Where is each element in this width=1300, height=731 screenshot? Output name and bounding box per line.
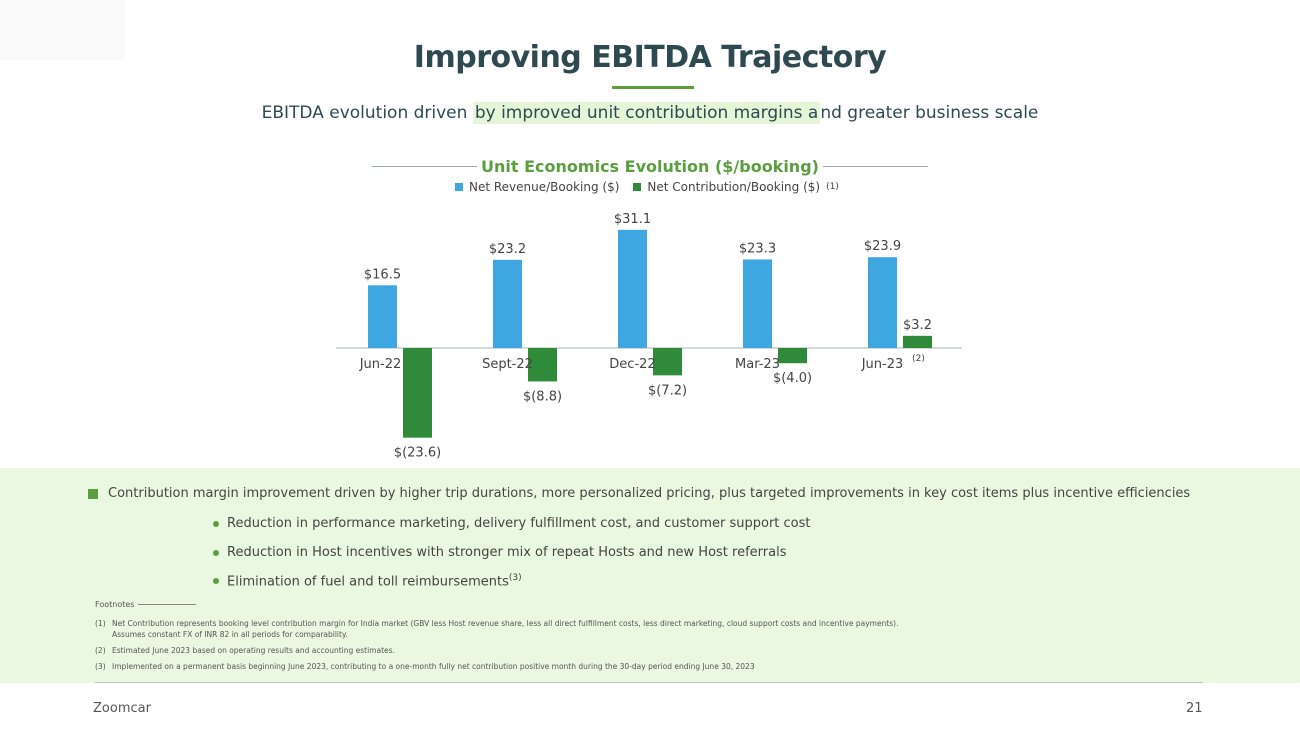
category-label: Mar-23 (735, 357, 780, 372)
footnote-number: (3) (95, 662, 106, 671)
legend-item-contribution: Net Contribution/Booking ($) (1) (633, 180, 839, 194)
title-underline (612, 86, 694, 89)
contribution-data-label: $(23.6) (394, 446, 441, 461)
legend-swatch-revenue (455, 183, 463, 191)
contribution-bar (528, 348, 557, 382)
footnote-continuation: Assumes constant FX of INR 82 in all per… (112, 630, 348, 639)
footnote-text: Implemented on a permanent basis beginni… (112, 662, 755, 671)
sub-bullet-text: Reduction in performance marketing, deli… (227, 516, 811, 531)
chart-title-line-right (822, 165, 928, 167)
revenue-bar (618, 229, 647, 348)
footnotes-heading: Footnotes (95, 600, 197, 609)
main-bullet: Contribution margin improvement driven b… (88, 486, 1190, 501)
revenue-data-label: $16.5 (364, 267, 401, 282)
dot-bullet-icon (213, 578, 219, 585)
contribution-bar (403, 348, 432, 438)
footnote-1: (1) Net Contribution represents booking l… (95, 618, 1195, 640)
contribution-data-label: $(4.0) (773, 371, 812, 386)
sub-bullet-superscript: (3) (508, 573, 522, 583)
footer-rule (95, 682, 1203, 683)
footnote-2: (2) Estimated June 2023 based on operatin… (95, 645, 1195, 656)
contribution-data-label: $(7.2) (648, 383, 687, 398)
dot-bullet-icon (213, 549, 219, 556)
footnotes-heading-line (138, 604, 197, 605)
revenue-data-label: $31.1 (614, 212, 651, 227)
sub-bullet-text: Reduction in Host incentives with strong… (227, 545, 787, 560)
contribution-data-label: $3.2 (903, 318, 932, 333)
contribution-bar (653, 348, 682, 376)
page-title: Improving EBITDA Trajectory (413, 40, 887, 75)
subtitle-highlight: by improved unit contribution margins a (472, 102, 821, 124)
revenue-data-label: $23.2 (489, 242, 526, 257)
page-number: 21 (1186, 701, 1203, 716)
legend-swatch-contribution (633, 183, 642, 191)
chart-title-line-left (372, 165, 478, 167)
legend-item-revenue: Net Revenue/Booking ($) (455, 180, 619, 194)
contribution-data-label: $(8.8) (523, 389, 562, 404)
footnote-text: Estimated June 2023 based on operating r… (112, 646, 395, 655)
bullets-panel (0, 468, 1300, 683)
square-bullet-icon (88, 488, 98, 499)
revenue-bar (493, 259, 522, 348)
main-bullet-text: Contribution margin improvement driven b… (108, 486, 1191, 501)
corner-decoration (0, 0, 125, 60)
legend-superscript: (1) (826, 182, 839, 192)
page-subtitle: EBITDA evolution driven by improved unit… (0, 102, 1300, 124)
revenue-bar (743, 259, 772, 348)
sub-bullet: Reduction in performance marketing, deli… (213, 516, 811, 531)
sub-bullet: Elimination of fuel and toll reimburseme… (213, 573, 522, 589)
contribution-bar (778, 348, 807, 364)
category-label: Dec-22 (609, 357, 655, 372)
sub-bullet: Reduction in Host incentives with strong… (213, 545, 786, 560)
subtitle-part2: nd greater business scale (820, 103, 1039, 123)
sub-bullet-text-main: Elimination of fuel and toll reimburseme… (227, 574, 509, 590)
footnote-text: Net Contribution represents booking leve… (112, 619, 899, 628)
footnotes-heading-text: Footnotes (95, 600, 135, 609)
category-label: Jun-22 (359, 357, 402, 372)
subtitle-part1: EBITDA evolution driven (261, 103, 473, 123)
footnote-3: (3) Implemented on a permanent basis begi… (95, 661, 1195, 672)
footnote-number: (2) (95, 646, 106, 655)
contribution-bar (903, 335, 932, 348)
sub-bullet-text: Elimination of fuel and toll reimburseme… (227, 573, 522, 589)
revenue-bar (368, 285, 397, 348)
revenue-data-label: $23.3 (739, 241, 776, 256)
bar-chart: $16.5 $(23.6) Jun-22 $23.2 $(8.8) Sept-22 $31.… (336, 212, 962, 461)
dot-bullet-icon (213, 520, 219, 527)
footnote-number: (1) (95, 619, 106, 628)
chart-title: Unit Economics Evolution ($/booking) (481, 156, 819, 176)
legend-label-contribution: Net Contribution/Booking ($) (647, 180, 821, 194)
chart-legend: Net Revenue/Booking ($) Net Contribution… (455, 180, 839, 194)
revenue-data-label: $23.9 (864, 239, 901, 254)
revenue-bar (868, 257, 897, 348)
category-label: Jun-23 (861, 357, 904, 372)
category-superscript: (2) (912, 354, 925, 364)
legend-label-revenue: Net Revenue/Booking ($) (469, 180, 620, 194)
chart-title-row: Unit Economics Evolution ($/booking) (372, 154, 928, 178)
category-label: Sept-22 (482, 357, 533, 372)
footer-brand: Zoomcar (93, 701, 151, 716)
